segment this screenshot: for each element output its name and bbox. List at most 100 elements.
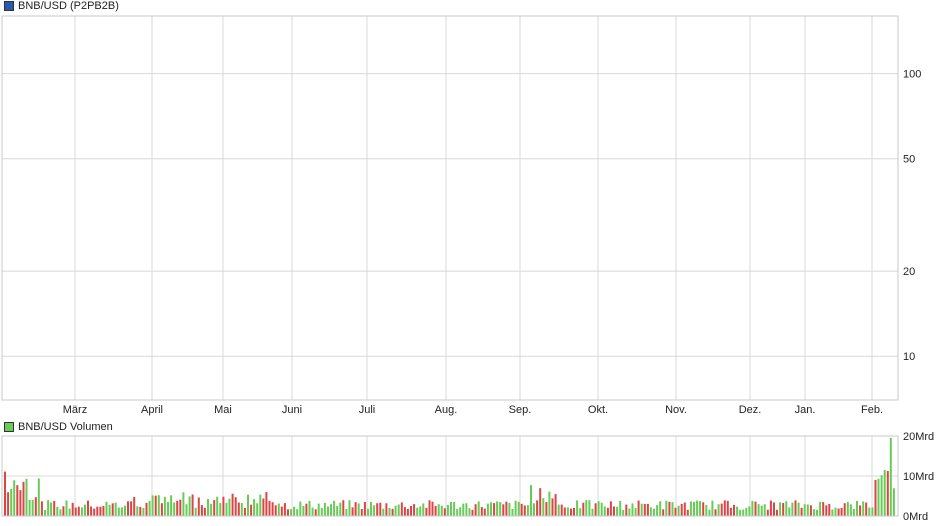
volume-bar bbox=[87, 500, 89, 516]
volume-bar bbox=[296, 509, 299, 516]
x-tick-label: Feb. bbox=[861, 404, 883, 416]
volume-bar bbox=[646, 503, 649, 516]
volume-bar bbox=[456, 509, 459, 516]
volume-bar bbox=[868, 507, 871, 516]
volume-bar bbox=[779, 502, 782, 516]
volume-y-tick-label: 0Mrd bbox=[903, 511, 928, 523]
volume-bar bbox=[145, 502, 148, 516]
volume-bar bbox=[311, 507, 314, 516]
volume-bar bbox=[34, 497, 37, 516]
volume-bar bbox=[342, 500, 345, 516]
volume-bar bbox=[351, 507, 354, 516]
volume-bar bbox=[360, 509, 363, 516]
volume-bar bbox=[831, 509, 834, 516]
y-tick-label: 20 bbox=[903, 266, 915, 278]
volume-bar bbox=[154, 495, 157, 516]
volume-bar bbox=[696, 500, 699, 516]
volume-bar bbox=[551, 498, 554, 516]
volume-bar bbox=[625, 504, 628, 516]
volume-bar bbox=[806, 504, 809, 516]
volume-bar bbox=[517, 501, 520, 516]
volume-bar bbox=[597, 501, 600, 516]
volume-bar bbox=[542, 498, 545, 516]
volume-bar bbox=[419, 506, 422, 516]
volume-bar bbox=[609, 501, 612, 516]
volume-bar bbox=[742, 509, 745, 516]
volume-bar bbox=[570, 508, 572, 516]
volume-bar bbox=[686, 509, 689, 516]
volume-bar bbox=[228, 498, 231, 516]
volume-bar bbox=[849, 504, 852, 516]
volume-bar bbox=[336, 506, 339, 516]
volume-bar bbox=[406, 508, 409, 516]
volume-bar bbox=[222, 496, 225, 516]
volume-bar bbox=[533, 503, 535, 516]
volume-bar bbox=[179, 499, 182, 516]
volume-bar bbox=[391, 508, 394, 516]
volume-bar bbox=[514, 500, 517, 516]
volume-bar bbox=[450, 502, 452, 516]
volume-bar bbox=[459, 507, 462, 516]
volume-bar bbox=[496, 501, 499, 516]
volume-bar bbox=[80, 507, 83, 516]
volume-bar bbox=[431, 501, 434, 516]
volume-bar bbox=[243, 508, 246, 516]
volume-bar bbox=[31, 499, 34, 516]
volume-bar bbox=[71, 502, 74, 516]
volume-bar bbox=[99, 506, 102, 516]
volume-bar bbox=[207, 499, 209, 516]
volume-bar bbox=[566, 507, 569, 516]
volume-bars bbox=[4, 438, 895, 516]
volume-legend-swatch bbox=[4, 422, 14, 432]
volume-bar bbox=[603, 506, 606, 516]
volume-bar bbox=[40, 501, 43, 516]
volume-bar bbox=[434, 505, 437, 516]
volume-bar bbox=[148, 500, 151, 516]
volume-bar bbox=[363, 502, 366, 516]
volume-bar bbox=[231, 493, 234, 516]
volume-bar bbox=[886, 471, 889, 516]
price-legend-label: BNB/USD (P2PB2B) bbox=[18, 0, 119, 12]
volume-bar bbox=[557, 504, 560, 516]
volume-bar bbox=[892, 488, 895, 516]
volume-bar bbox=[388, 508, 391, 516]
volume-legend: BNB/USD Volumen bbox=[4, 421, 113, 433]
volume-bar bbox=[170, 495, 173, 516]
volume-bar bbox=[791, 502, 794, 516]
volume-bar bbox=[465, 503, 468, 516]
volume-bar bbox=[606, 507, 609, 516]
volume-bar bbox=[354, 502, 357, 516]
volume-bar bbox=[499, 502, 502, 516]
volume-bar bbox=[880, 475, 883, 516]
volume-bar bbox=[240, 503, 243, 516]
volume-bar bbox=[505, 501, 508, 516]
volume-bar bbox=[96, 506, 99, 516]
volume-bar bbox=[573, 507, 575, 516]
x-tick-label: Mai bbox=[214, 404, 232, 416]
volume-bar bbox=[367, 508, 369, 516]
volume-bar bbox=[299, 501, 302, 516]
volume-bar bbox=[283, 503, 286, 516]
x-tick-label: Nov. bbox=[665, 404, 687, 416]
volume-bar bbox=[127, 501, 129, 516]
x-tick-label: Aug. bbox=[435, 404, 458, 416]
volume-bar bbox=[203, 507, 206, 516]
volume-bar bbox=[314, 509, 317, 516]
price-legend-swatch bbox=[4, 1, 14, 11]
volume-bar bbox=[382, 508, 385, 516]
volume-plot-frame bbox=[1, 435, 899, 517]
volume-bar bbox=[594, 503, 597, 516]
volume-bar bbox=[726, 500, 729, 516]
volume-bar bbox=[766, 509, 769, 516]
volume-bar bbox=[4, 471, 6, 516]
volume-bar bbox=[877, 478, 880, 516]
y-tick-label: 50 bbox=[903, 154, 915, 166]
volume-bar bbox=[345, 509, 348, 516]
price-grid bbox=[2, 16, 898, 400]
volume-bar bbox=[708, 509, 711, 516]
volume-bar bbox=[637, 500, 640, 516]
volume-bar bbox=[717, 504, 720, 516]
volume-bar bbox=[548, 491, 551, 516]
volume-bar bbox=[883, 470, 886, 516]
